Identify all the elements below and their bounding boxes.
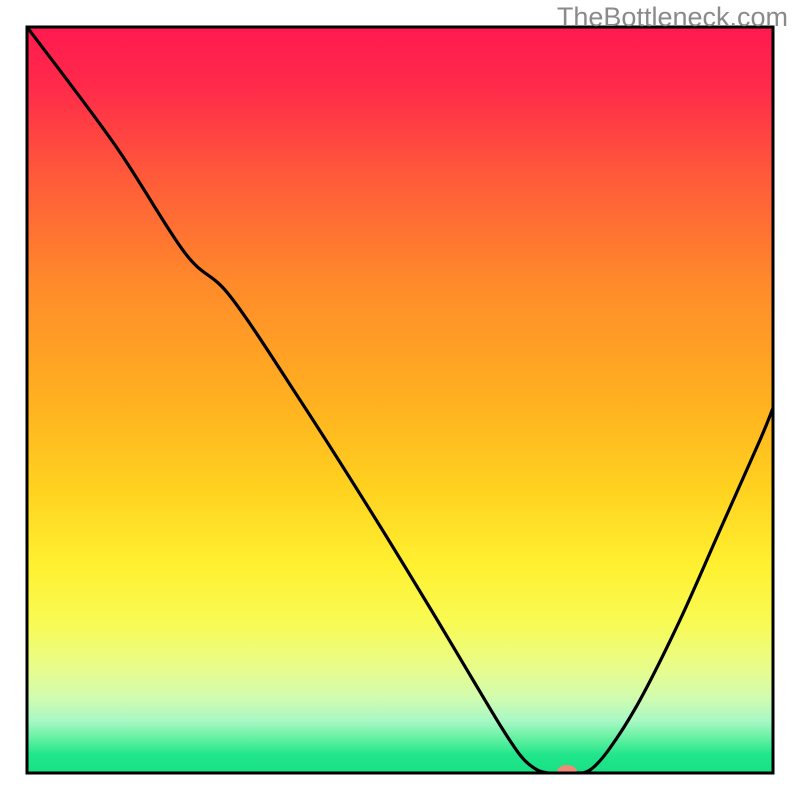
watermark-text: TheBottleneck.com	[557, 2, 788, 33]
bottleneck-chart-container: { "meta": { "watermark": "TheBottleneck.…	[0, 0, 800, 800]
bottleneck-curve-chart	[0, 0, 800, 800]
